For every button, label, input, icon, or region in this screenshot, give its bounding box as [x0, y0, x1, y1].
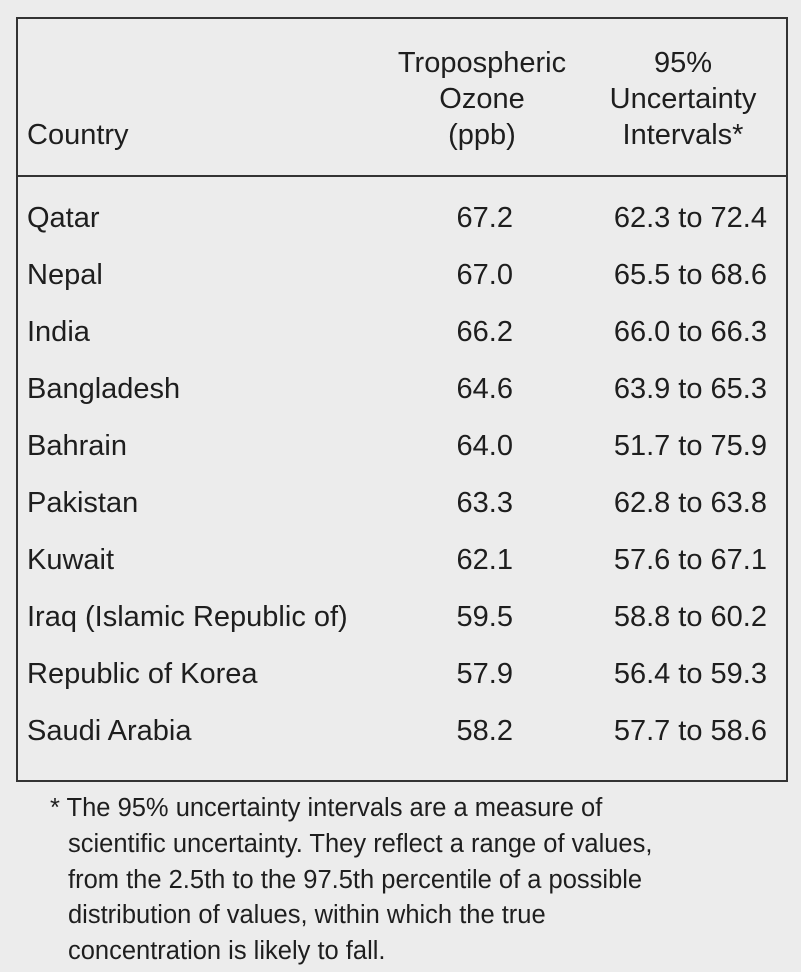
country-cell: Saudi Arabia: [27, 715, 192, 747]
value-cell: 62.1: [456, 544, 513, 576]
value-cell: 57.6 to 67.1: [613, 544, 767, 576]
value-cell: 64.0: [456, 430, 513, 462]
country-cell: Republic of Korea: [27, 658, 258, 690]
country-cell: Bangladesh: [27, 373, 181, 405]
value-cell: 67.0: [456, 259, 513, 291]
footnote-line: from the 2.5th to the 97.5th percentile …: [68, 865, 643, 894]
country-cell: Nepal: [27, 259, 103, 291]
country-cell: Bahrain: [27, 430, 127, 462]
value-cell: 63.3: [456, 487, 513, 519]
column-header: 95%: [653, 47, 713, 79]
value-cell: 63.9 to 65.3: [613, 373, 767, 405]
value-cell: 62.3 to 72.4: [613, 202, 767, 234]
footnote-line: * The 95% uncertainty intervals are a me…: [50, 794, 603, 822]
value-cell: 66.2: [456, 316, 513, 348]
value-cell: 56.4 to 59.3: [613, 658, 767, 690]
country-cell: Qatar: [27, 202, 100, 234]
value-cell: 58.2: [456, 715, 513, 747]
value-cell: 51.7 to 75.9: [613, 430, 767, 462]
value-cell: 57.9: [456, 658, 513, 690]
country-cell: India: [27, 316, 90, 348]
value-cell: 62.8 to 63.8: [613, 487, 767, 519]
column-header: (ppb): [448, 119, 516, 151]
header-separator: [16, 175, 786, 177]
value-cell: 65.5 to 68.6: [613, 259, 767, 291]
value-cell: 57.7 to 58.6: [613, 715, 767, 747]
column-header: Tropospheric: [397, 47, 567, 79]
column-header: Uncertainty: [609, 83, 757, 115]
value-cell: 67.2: [456, 202, 513, 234]
value-cell: 66.0 to 66.3: [613, 316, 767, 348]
value-cell: 64.6: [456, 373, 513, 405]
column-header: Ozone: [439, 83, 525, 115]
country-cell: Kuwait: [27, 544, 115, 576]
footnote-line: scientific uncertainty. They reflect a r…: [68, 829, 653, 858]
column-header: Intervals*: [622, 119, 744, 151]
footnote-line: concentration is likely to fall.: [68, 937, 386, 966]
table-border: [16, 17, 788, 782]
footnote-line: distribution of values, within which the…: [68, 901, 546, 930]
value-cell: 59.5: [456, 601, 513, 633]
column-header: Country: [27, 119, 129, 151]
country-cell: Iraq (Islamic Republic of): [27, 601, 348, 633]
country-cell: Pakistan: [27, 487, 139, 519]
value-cell: 58.8 to 60.2: [613, 601, 767, 633]
